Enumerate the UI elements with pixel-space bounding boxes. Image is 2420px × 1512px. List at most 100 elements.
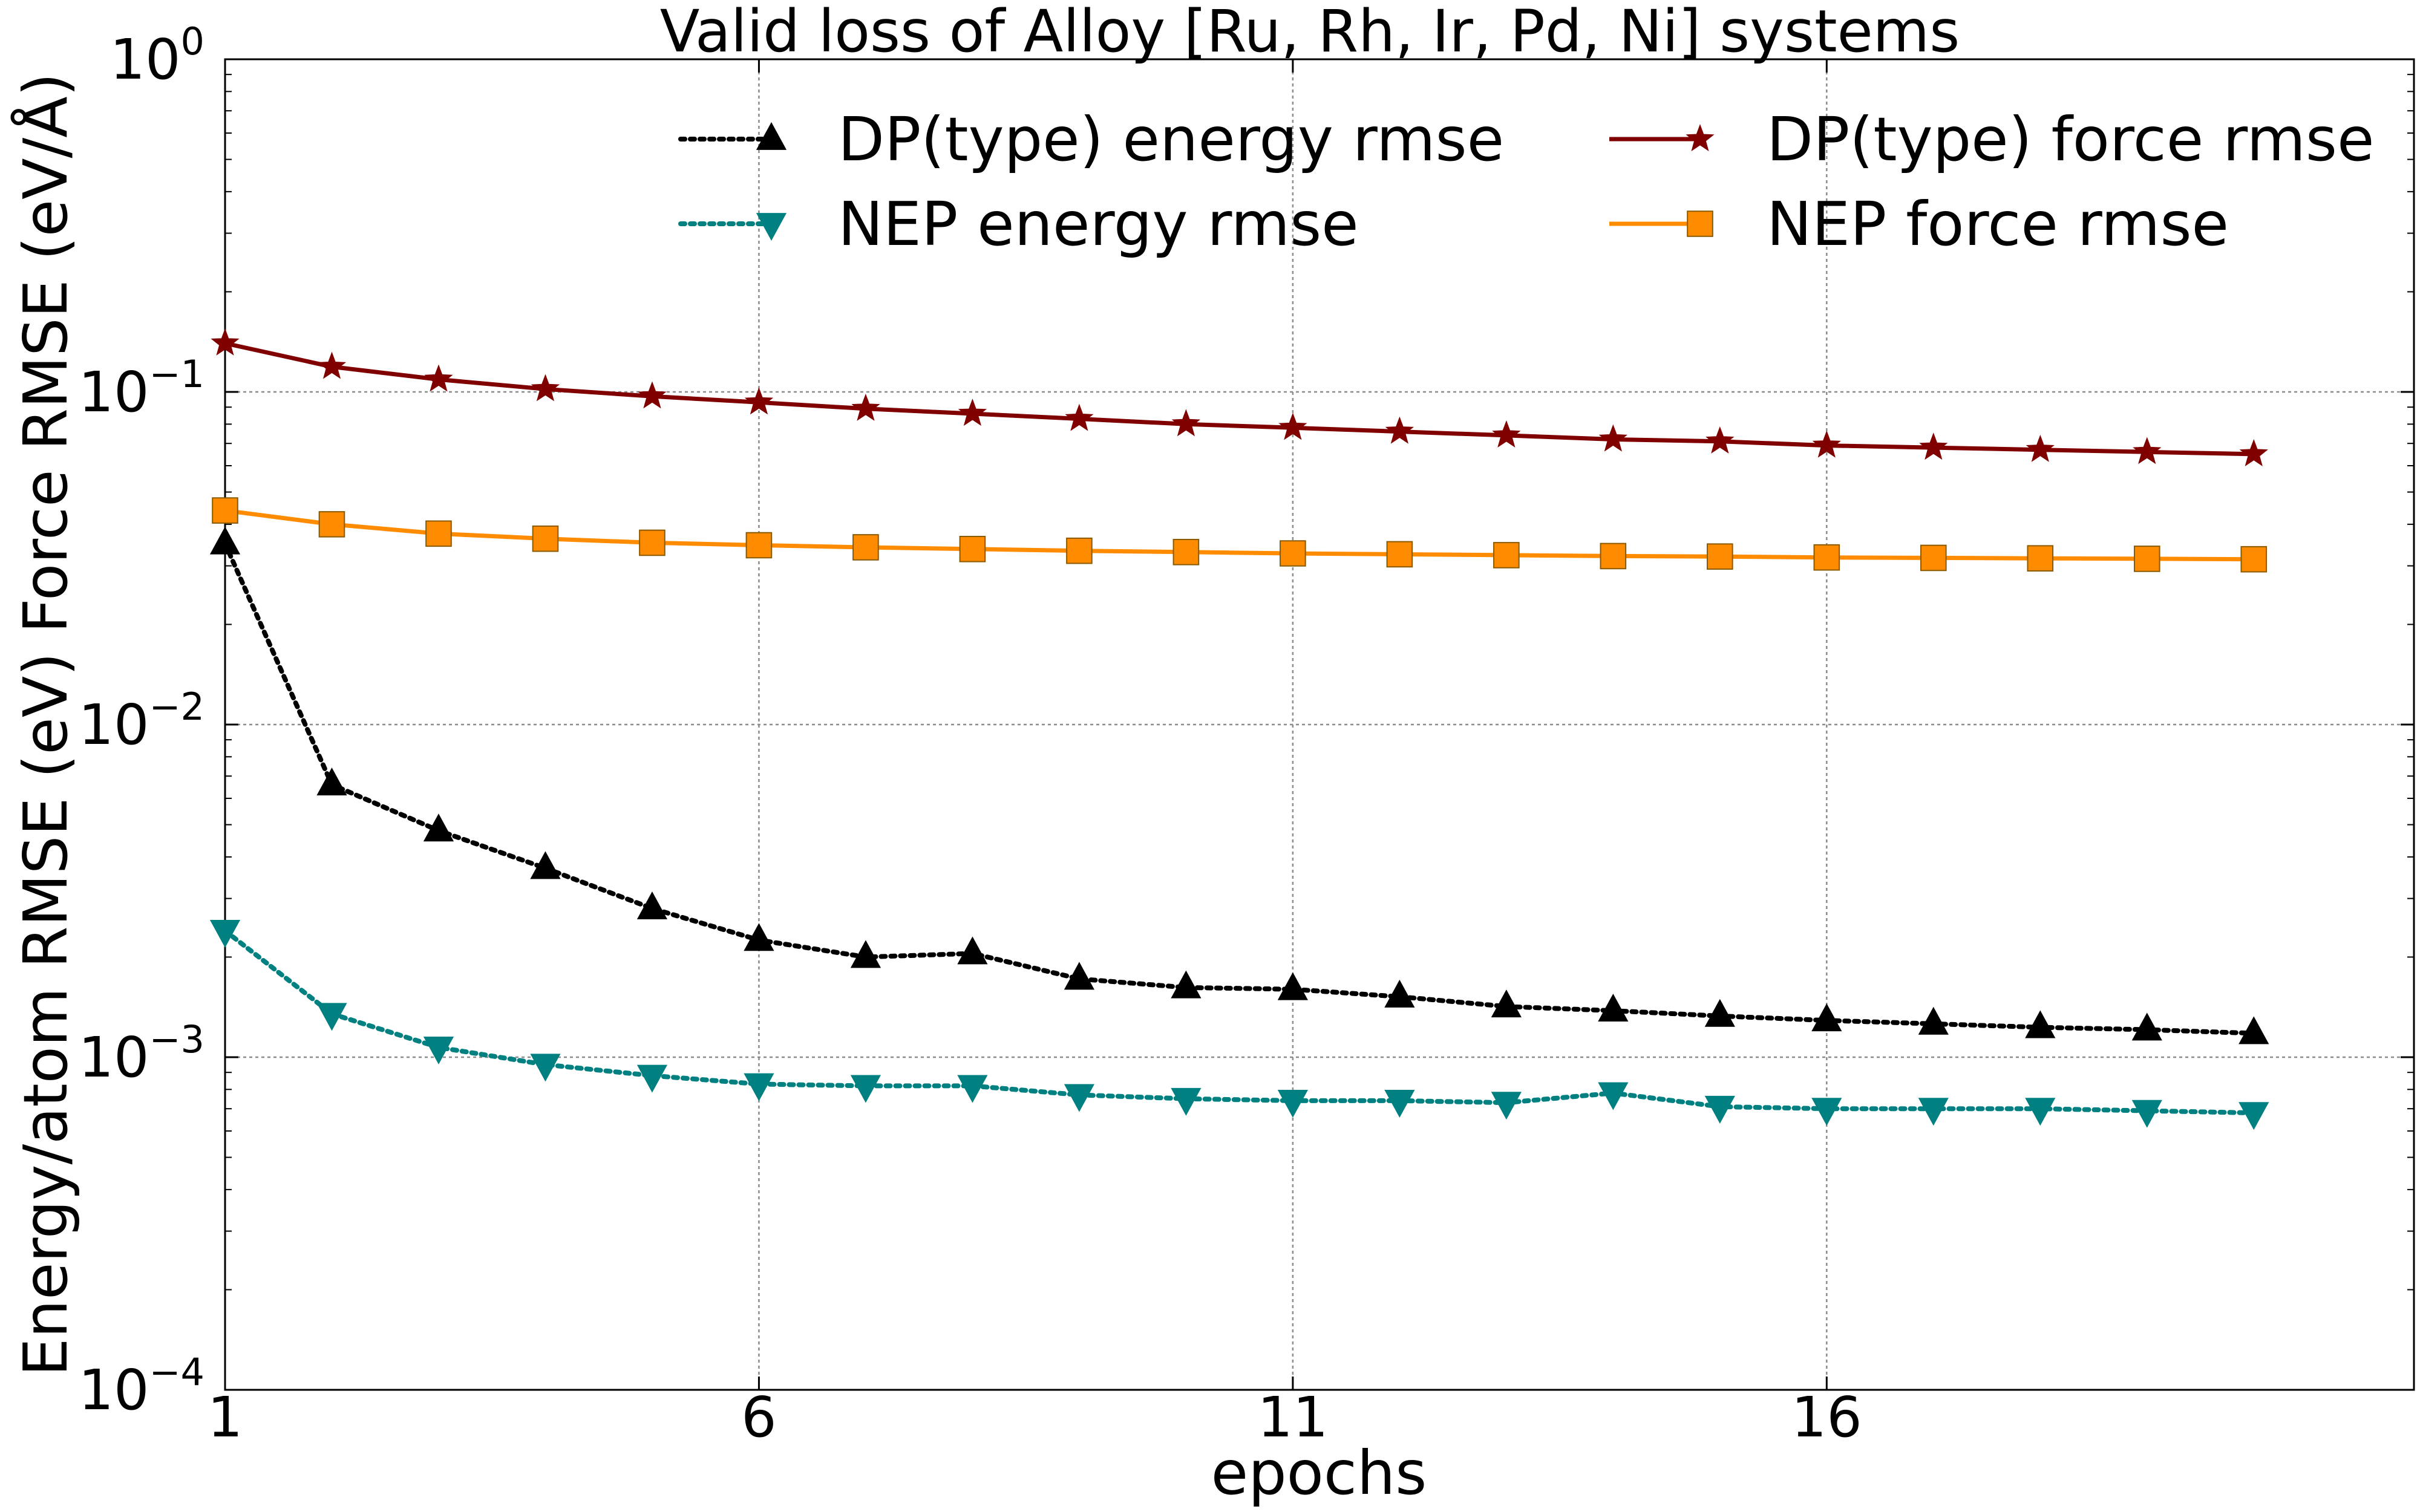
data-point-nep-energy-rmse [636, 1064, 668, 1093]
data-point-dp-type-energy-rmse [1811, 1003, 1842, 1032]
y-tick-label: 10−3 [79, 1017, 204, 1090]
data-point-dp-type-energy-rmse [2025, 1010, 2056, 1038]
legend-label-dp-type-energy-rmse: DP(type) energy rmse [838, 104, 1504, 175]
data-point-dp-type-energy-rmse [1704, 999, 1735, 1027]
y-tick-label: 100 [110, 19, 204, 92]
data-point-nep-force-rmse [318, 511, 345, 538]
data-point-nep-energy-rmse [2238, 1102, 2269, 1130]
data-point-dp-type-energy-rmse [744, 923, 774, 951]
data-point-dp-type-force-rmse [2026, 434, 2055, 462]
series-layer [209, 328, 2269, 1130]
data-point-nep-energy-rmse [1811, 1098, 1842, 1126]
data-point-dp-type-energy-rmse [1384, 979, 1415, 1008]
data-point-nep-force-rmse [852, 534, 879, 561]
data-point-dp-type-force-rmse [1919, 432, 1948, 460]
x-tick-label: 1 [208, 1385, 243, 1450]
legend: DP(type) energy rmse NEP energy rmse DP(ty… [678, 104, 2375, 259]
data-point-dp-type-energy-rmse [1277, 972, 1308, 1000]
data-point-nep-energy-rmse [957, 1075, 988, 1103]
chart-title: Valid loss of Alloy [Ru, Rh, Ir, Pd, Ni]… [660, 0, 1960, 65]
data-point-dp-type-energy-rmse [316, 767, 347, 796]
data-point-nep-force-rmse [425, 520, 452, 547]
data-point-dp-type-energy-rmse [1918, 1006, 1949, 1035]
data-point-dp-type-energy-rmse [1598, 993, 1629, 1022]
series-dp-type-energy-rmse [209, 526, 2269, 1044]
x-tick-label: 11 [1257, 1385, 1328, 1450]
data-point-dp-type-energy-rmse [2238, 1016, 2269, 1044]
data-point-nep-force-rmse [639, 529, 666, 556]
data-point-dp-type-energy-rmse [957, 936, 988, 965]
data-point-nep-energy-rmse [209, 919, 241, 948]
data-point-nep-force-rmse [1386, 541, 1413, 568]
data-point-dp-type-force-rmse [1278, 412, 1307, 440]
data-point-nep-energy-rmse [850, 1075, 881, 1103]
data-point-dp-type-force-rmse [211, 328, 240, 356]
data-point-nep-energy-rmse [2025, 1098, 2056, 1126]
data-point-dp-type-force-rmse [851, 393, 880, 421]
data-point-nep-force-rmse [1493, 542, 1520, 569]
legend-marker-dp-type-energy-rmse [756, 122, 787, 150]
data-point-nep-energy-rmse [316, 1003, 347, 1031]
data-point-dp-type-force-rmse [2133, 437, 2162, 464]
x-tick-label: 16 [1791, 1385, 1862, 1450]
data-point-dp-type-force-rmse [1705, 426, 1735, 454]
series-dp-type-force-rmse [211, 328, 2268, 467]
legend-label-dp-type-force-rmse: DP(type) force rmse [1767, 104, 2375, 175]
data-point-nep-energy-rmse [1491, 1092, 1522, 1120]
y-tick-label: 10−1 [79, 352, 204, 425]
data-point-dp-type-force-rmse [1492, 420, 1521, 448]
legend-entry-nep-force-rmse: NEP force rmse [1609, 189, 2229, 259]
data-point-dp-type-force-rmse [1385, 416, 1414, 444]
data-point-nep-energy-rmse [1277, 1090, 1308, 1118]
legend-entry-dp-type-force-rmse: DP(type) force rmse [1609, 104, 2375, 175]
data-point-nep-force-rmse [1600, 543, 1627, 570]
data-point-dp-type-energy-rmse [636, 891, 668, 919]
series-line-nep-force-rmse [224, 508, 2254, 562]
series-line-nep-energy-rmse [223, 928, 2257, 1116]
legend-label-nep-force-rmse: NEP force rmse [1767, 189, 2229, 259]
data-point-dp-type-force-rmse [1065, 403, 1094, 431]
series-nep-energy-rmse [209, 919, 2269, 1130]
x-axis-label: epochs [1211, 1438, 1427, 1508]
data-point-dp-type-force-rmse [1598, 424, 1628, 452]
data-point-dp-type-force-rmse [638, 381, 667, 409]
data-point-nep-energy-rmse [1384, 1090, 1415, 1118]
data-point-nep-force-rmse [1707, 543, 1733, 570]
series-line-dp-type-energy-rmse [223, 541, 2257, 1036]
data-point-dp-type-force-rmse [317, 351, 347, 379]
legend-label-nep-energy-rmse: NEP energy rmse [838, 189, 1359, 259]
data-point-nep-force-rmse [532, 525, 559, 552]
x-axis: 1 6 11 16 [208, 59, 1862, 1450]
data-point-nep-force-rmse [1172, 539, 1200, 565]
data-point-nep-force-rmse [1066, 537, 1093, 564]
data-point-nep-force-rmse [745, 532, 773, 559]
legend-marker-nep-energy-rmse [756, 213, 787, 241]
data-point-dp-type-energy-rmse [1491, 989, 1522, 1018]
data-point-nep-energy-rmse [744, 1073, 774, 1101]
data-point-nep-energy-rmse [530, 1054, 561, 1082]
x-tick-label: 6 [741, 1385, 777, 1450]
data-point-nep-force-rmse [2240, 546, 2268, 573]
y-axis-label: Energy/atom RMSE (eV) Force RMSE (eV/Å) [10, 73, 81, 1376]
data-point-nep-force-rmse [1280, 540, 1306, 567]
data-point-nep-force-rmse [1920, 544, 1947, 572]
y-tick-label: 10−2 [79, 685, 204, 757]
data-point-nep-force-rmse [212, 497, 238, 524]
data-point-nep-energy-rmse [423, 1036, 454, 1064]
data-point-dp-type-force-rmse [2239, 439, 2268, 467]
data-point-dp-type-force-rmse [531, 374, 560, 402]
data-point-dp-type-energy-rmse [209, 526, 241, 555]
data-point-dp-type-energy-rmse [423, 813, 454, 842]
data-point-dp-type-force-rmse [744, 387, 774, 415]
data-point-dp-type-energy-rmse [1064, 962, 1094, 990]
y-axis: 10−4 10−3 10−2 10−1 100 [79, 19, 2414, 1422]
data-point-nep-energy-rmse [1064, 1084, 1094, 1112]
data-point-nep-energy-rmse [1704, 1095, 1735, 1124]
data-point-nep-energy-rmse [1918, 1098, 1949, 1126]
legend-entry-dp-type-energy-rmse: DP(type) energy rmse [678, 104, 1504, 175]
data-point-dp-type-energy-rmse [1171, 970, 1202, 999]
series-nep-force-rmse [212, 497, 2268, 573]
data-point-nep-energy-rmse [1171, 1087, 1202, 1116]
data-point-dp-type-energy-rmse [2131, 1012, 2162, 1041]
